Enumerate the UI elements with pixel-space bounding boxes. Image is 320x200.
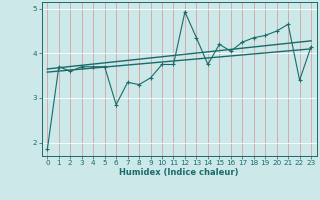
X-axis label: Humidex (Indice chaleur): Humidex (Indice chaleur)	[119, 168, 239, 177]
